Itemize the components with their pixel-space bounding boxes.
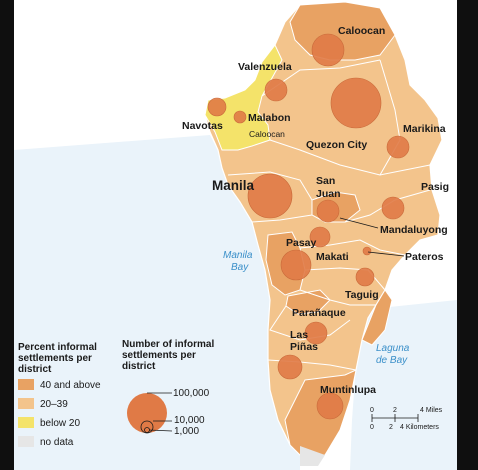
scale-bar: 0 2 4 Miles 0 2 4 Kilometers: [370, 407, 443, 431]
label-quezon-city: Quezon City: [306, 139, 367, 151]
legend-number-title-3: district: [122, 361, 156, 372]
scale-bottom-0: 0: [370, 424, 374, 431]
scale-top-2: 2: [393, 407, 397, 414]
legend-size-100000: 100,000: [173, 388, 210, 399]
circle-pateros: [362, 246, 372, 256]
place-labels: Caloocan Valenzuela Navotas Malabon Calo…: [182, 25, 449, 396]
circle-las-pinas: [277, 354, 303, 380]
label-marikina: Marikina: [403, 123, 446, 135]
label-las-pinas-1: Las: [290, 329, 308, 341]
label-muntinlupa: Muntinlupa: [320, 384, 376, 396]
label-laguna-2: de Bay: [376, 355, 408, 366]
legend-number-title-2: settlements per: [122, 350, 196, 361]
circle-pasay: [280, 249, 312, 281]
circle-san-juan: [316, 199, 340, 223]
legend-label-low: below 20: [40, 418, 80, 429]
label-paranaque: Parañaque: [292, 307, 346, 319]
legend-size-10000: 10,000: [174, 415, 205, 426]
district-low-northwest: [204, 44, 283, 151]
legend-percent-title-1: Percent informal: [18, 342, 97, 353]
circle-makati: [309, 226, 331, 248]
circle-manila: [247, 173, 293, 219]
legend-circle-100000: [127, 393, 167, 433]
circle-taguig: [355, 267, 375, 287]
legend-number: Number of informal settlements per distr…: [122, 339, 214, 437]
label-pasig: Pasig: [421, 181, 449, 193]
circle-navotas: [207, 97, 227, 117]
water-labels: Manila Bay Laguna de Bay: [223, 250, 410, 366]
circle-valenzuela: [264, 78, 288, 102]
label-taguig: Taguig: [345, 289, 379, 301]
scale-top-4: 4 Miles: [420, 407, 443, 414]
circle-quezon-city: [330, 77, 382, 129]
laguna-de-bay-water: [350, 300, 457, 470]
label-malabon: Malabon: [248, 112, 291, 124]
label-san-juan-2: Juan: [316, 188, 341, 200]
legend-leader-1000: [148, 429, 173, 432]
legend-label-mid: 20–39: [40, 399, 68, 410]
legend-swatch-mid: [18, 398, 34, 409]
label-laguna-1: Laguna: [376, 343, 410, 354]
circle-muntinlupa: [316, 392, 344, 420]
legend-percent: Percent informal settlements per distric…: [18, 342, 101, 448]
legend-percent-title-3: district: [18, 364, 52, 375]
label-navotas: Navotas: [182, 120, 223, 132]
district-nodata: [300, 446, 325, 466]
circle-malabon: [233, 110, 247, 124]
legend-number-title-1: Number of informal: [122, 339, 214, 350]
label-manila-bay-1: Manila: [223, 250, 253, 261]
legend-label-nodata: no data: [40, 437, 74, 448]
circle-paranaque: [304, 321, 328, 345]
legend-swatch-nodata: [18, 436, 34, 447]
label-san-juan-1: San: [316, 175, 335, 187]
leader-lines: [339, 217, 405, 257]
label-pateros: Pateros: [405, 251, 444, 263]
scale-bottom-2: 2: [389, 424, 393, 431]
legend-label-high: 40 and above: [40, 380, 101, 391]
circle-marikina: [386, 135, 410, 159]
label-makati: Makati: [316, 251, 349, 263]
scale-top-0: 0: [370, 407, 374, 414]
legend-size-1000: 1,000: [174, 426, 199, 437]
scale-bottom-4: 4 Kilometers: [400, 424, 439, 431]
legend-swatch-high: [18, 379, 34, 390]
legend-percent-title-2: settlements per: [18, 353, 92, 364]
label-manila-bay-2: Bay: [231, 262, 249, 273]
circle-pasig: [381, 196, 405, 220]
label-caloocan: Caloocan: [338, 25, 385, 37]
label-caloocan-south: Caloocan: [249, 129, 285, 139]
circle-caloocan: [311, 33, 345, 67]
label-valenzuela: Valenzuela: [238, 61, 292, 73]
legend-swatch-low: [18, 417, 34, 428]
legend-circle-10000: [140, 420, 154, 434]
label-las-pinas-2: Piñas: [290, 341, 318, 353]
label-mandaluyong: Mandaluyong: [380, 224, 448, 236]
label-pasay: Pasay: [286, 237, 317, 249]
manila-bay-water: [14, 135, 300, 470]
label-manila: Manila: [212, 178, 255, 193]
settlement-circles: [207, 33, 410, 420]
